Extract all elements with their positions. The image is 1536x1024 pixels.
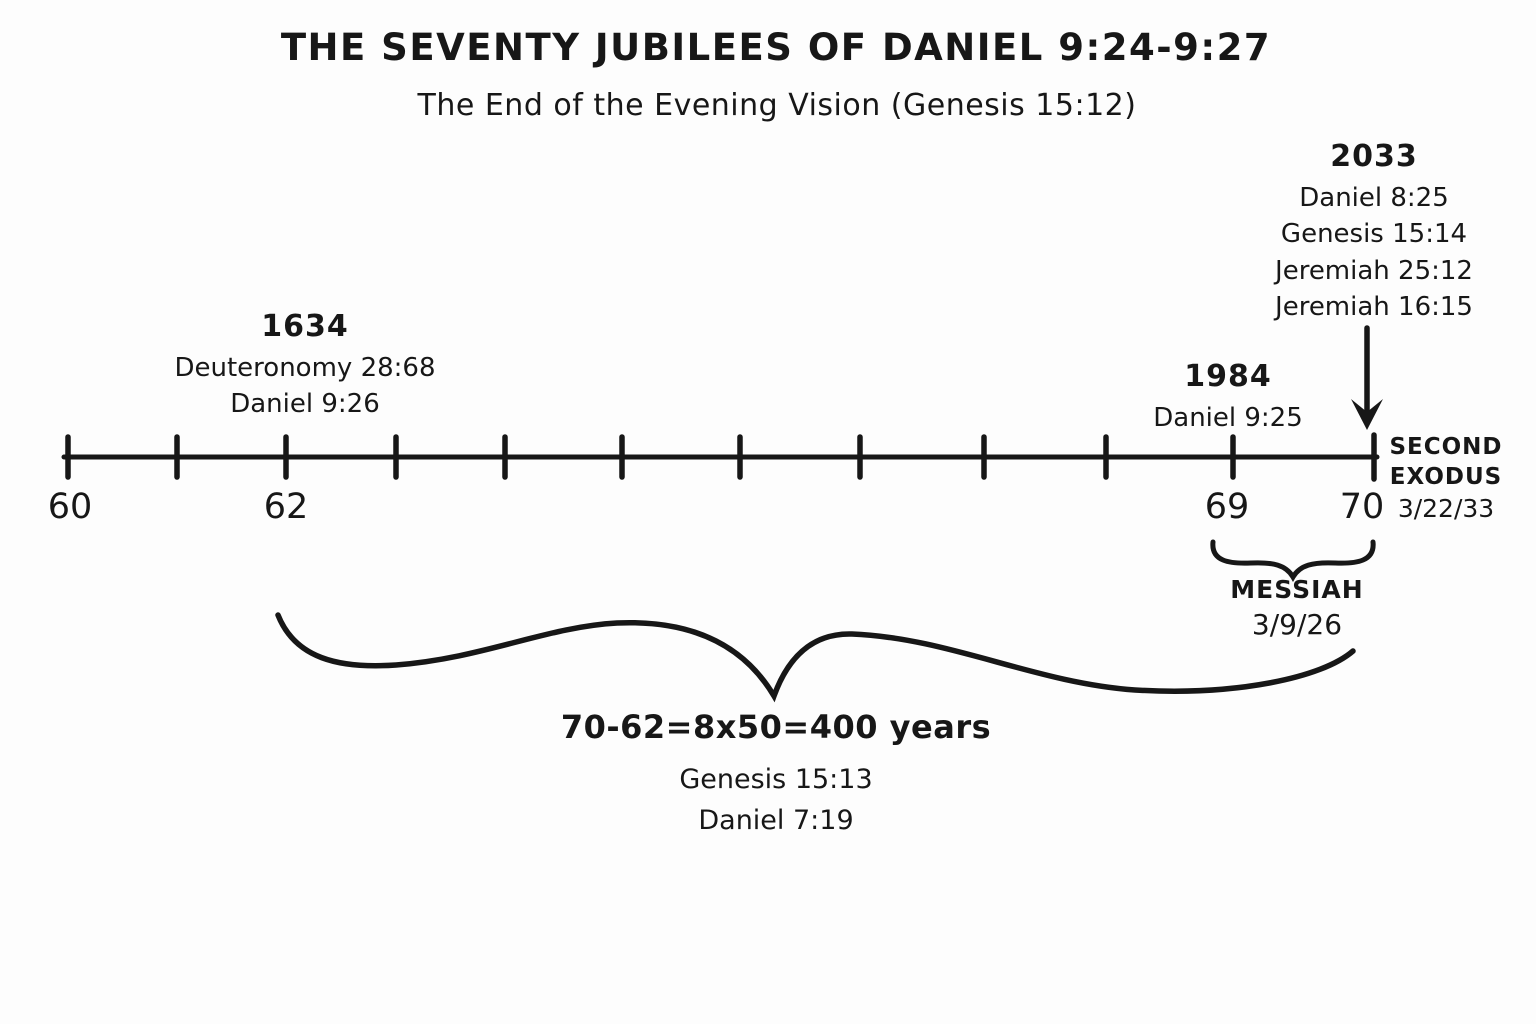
scripture-ref: Daniel 9:25 [1153, 403, 1303, 433]
messiah-brace [1210, 539, 1376, 582]
annotation-1634: 1634 Deuteronomy 28:68 Daniel 9:26 [174, 306, 435, 423]
scripture-ref: Daniel 7:19 [698, 804, 854, 836]
tick-label-70: 70 [1339, 487, 1385, 527]
scripture-ref: Daniel 8:25 [1299, 183, 1449, 213]
span-brace [275, 612, 1356, 703]
span-annotation: 70-62=8x50=400 years Genesis 15:13 Danie… [561, 708, 991, 841]
page-subtitle: The End of the Evening Vision (Genesis 1… [417, 88, 1137, 123]
second-exodus-date: 3/22/33 [1397, 493, 1495, 523]
annotation-2033: 2033 Daniel 8:25 Genesis 15:14 Jeremiah … [1275, 136, 1473, 326]
timeline-tick-marks [65, 432, 1377, 482]
second-exodus-label: SECOND EXODUS 3/22/33 [1389, 433, 1502, 525]
scripture-ref: Jeremiah 25:12 [1275, 255, 1473, 286]
scripture-ref: Deuteronomy 28:68 [174, 353, 436, 383]
scripture-ref: Genesis 15:14 [1280, 219, 1468, 250]
scripture-ref: Daniel 9:26 [230, 389, 380, 420]
scripture-ref: Genesis 15:13 [679, 764, 873, 795]
year-label-1634: 1634 [261, 309, 349, 344]
year-label-1984: 1984 [1184, 359, 1272, 394]
arrow-down-head [1351, 399, 1383, 430]
tick-label-60: 60 [47, 487, 93, 527]
second-exodus-line1: SECOND [1389, 434, 1503, 460]
tick-label-69: 69 [1204, 487, 1250, 527]
messiah-label: MESSIAH 3/9/26 [1230, 574, 1363, 643]
tick-label-62: 62 [263, 487, 309, 527]
span-formula: 70-62=8x50=400 years [560, 708, 992, 746]
annotation-1984: 1984 Daniel 9:25 [1153, 356, 1303, 436]
messiah-title: MESSIAH [1230, 575, 1364, 604]
messiah-date: 3/9/26 [1251, 607, 1343, 641]
page-title: THE SEVENTY JUBILEES OF DANIEL 9:24-9:27 [280, 26, 1272, 69]
scripture-ref: Jeremiah 16:15 [1275, 292, 1473, 323]
second-exodus-line2: EXODUS [1389, 463, 1503, 490]
year-label-2033: 2033 [1330, 139, 1418, 174]
